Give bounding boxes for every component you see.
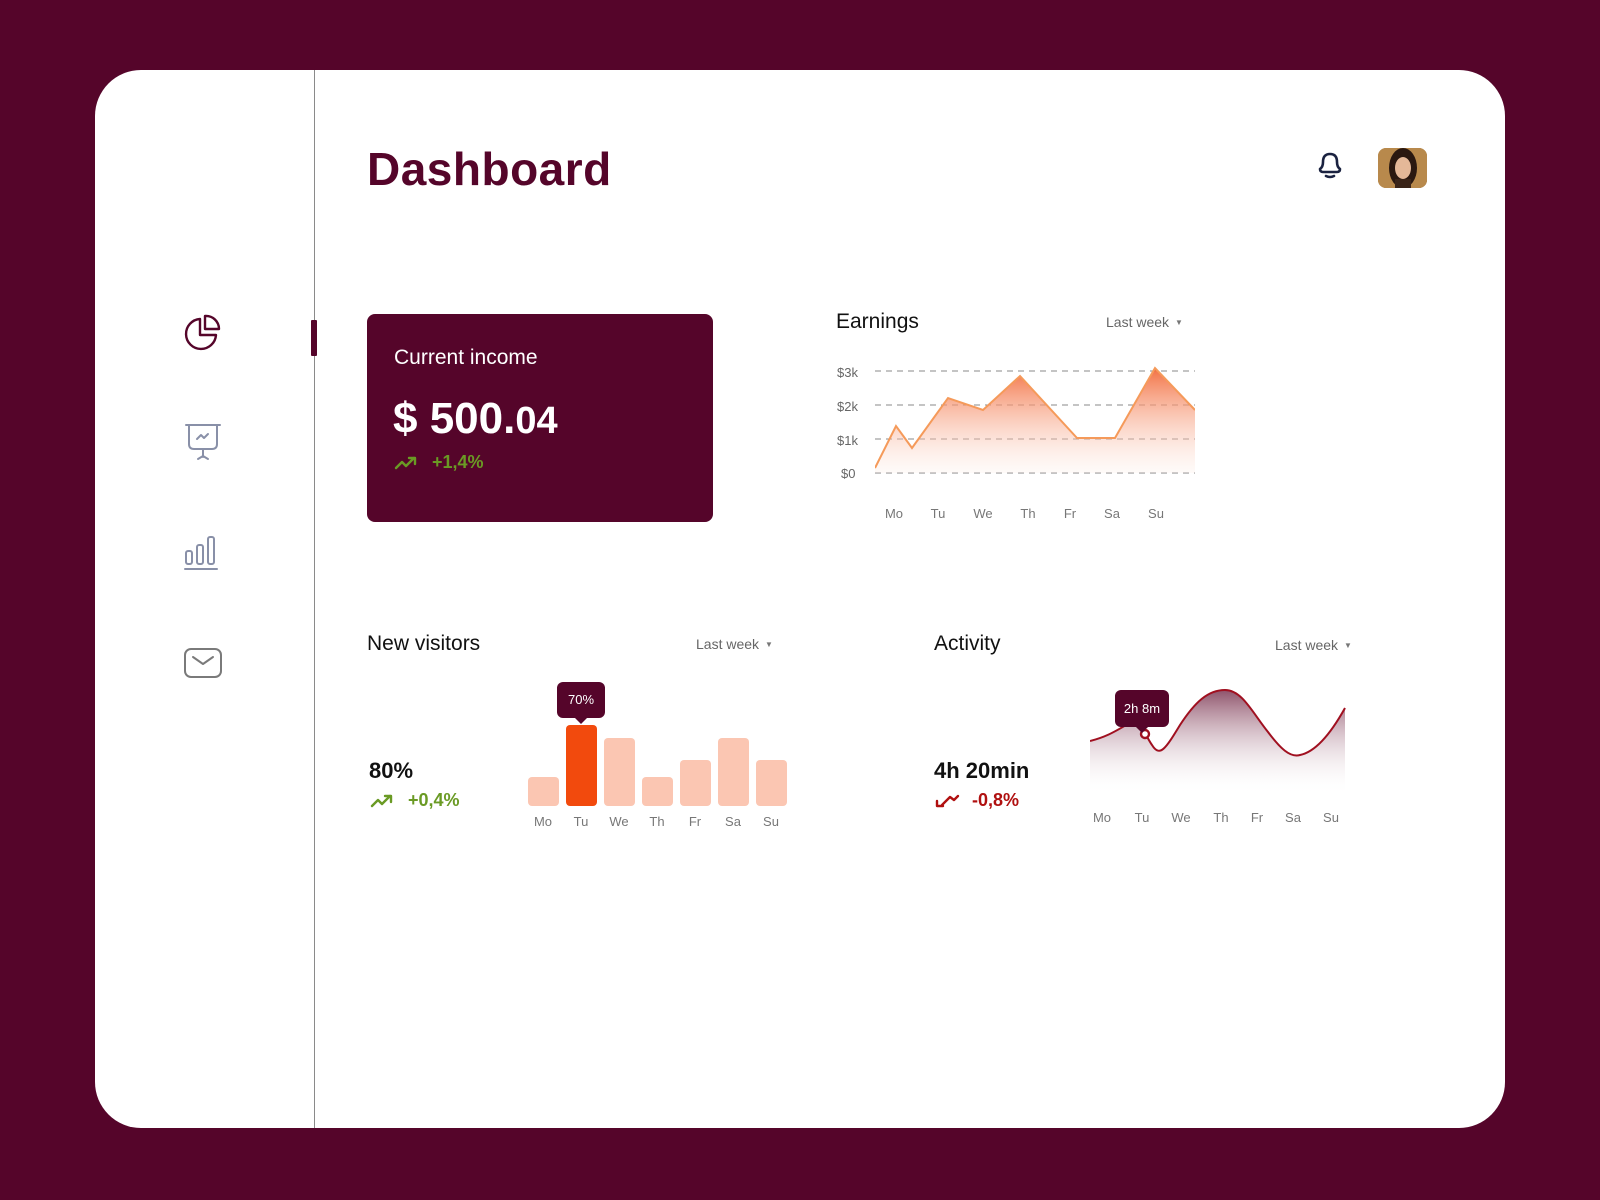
notifications-button[interactable] — [1315, 150, 1345, 182]
x-axis-label: Sa — [1104, 506, 1120, 521]
x-axis-label: Tu — [930, 506, 946, 521]
visitors-period-dropdown[interactable]: Last week ▼ — [696, 636, 773, 652]
sidebar-item-overview[interactable] — [183, 312, 223, 352]
activity-period-dropdown[interactable]: Last week ▼ — [1275, 637, 1352, 653]
activity-value: 4h 20min — [934, 758, 1030, 783]
avatar-image — [1378, 148, 1427, 188]
visitors-trend: +0,4% — [370, 790, 460, 811]
presentation-board-icon — [185, 424, 221, 460]
user-avatar[interactable] — [1378, 148, 1427, 188]
earnings-chart — [875, 366, 1195, 474]
sidebar-item-presentation[interactable] — [183, 422, 223, 462]
page-title: Dashboard — [367, 143, 612, 195]
caret-down-icon: ▼ — [1344, 640, 1352, 650]
visitors-value: 80% — [369, 758, 414, 783]
x-axis-label: Su — [1148, 506, 1164, 521]
y-axis-label: $2k — [837, 399, 858, 414]
activity-title: Activity — [934, 632, 1001, 655]
bar-fr[interactable] — [680, 760, 711, 806]
x-axis-label: Mo — [1092, 810, 1112, 825]
x-axis-label: We — [973, 506, 993, 521]
bar-su[interactable] — [756, 760, 787, 806]
income-value: $ 500.04 — [393, 394, 558, 443]
bar-chart-icon — [184, 536, 218, 570]
bar-mo[interactable] — [528, 777, 559, 806]
x-axis-label: Fr — [1250, 810, 1264, 825]
activity-trend-value: -0,8% — [972, 790, 1020, 810]
caret-down-icon: ▼ — [1175, 317, 1183, 327]
caret-down-icon: ▼ — [765, 639, 773, 649]
earnings-title: Earnings — [836, 310, 919, 333]
mail-icon — [184, 648, 222, 678]
x-axis-label: Tu — [573, 814, 589, 829]
income-trend-value: +1,4% — [432, 452, 484, 472]
x-axis-label: Fr — [688, 814, 702, 829]
x-axis-label: We — [1171, 810, 1191, 825]
x-axis-label: Mo — [533, 814, 553, 829]
dropdown-label: Last week — [1106, 314, 1170, 330]
x-axis-label: Mo — [884, 506, 904, 521]
x-axis-label: Th — [1020, 506, 1036, 521]
visitors-title: New visitors — [367, 632, 481, 655]
bar-sa[interactable] — [718, 738, 749, 806]
y-axis-label: $0 — [841, 466, 856, 481]
x-axis-label: Th — [649, 814, 665, 829]
sidebar-item-messages[interactable] — [183, 643, 223, 683]
active-nav-indicator — [311, 320, 317, 356]
activity-trend: -0,8% — [934, 790, 1019, 811]
y-axis-label: $1k — [837, 433, 858, 448]
bar-we[interactable] — [604, 738, 635, 806]
dashboard-window: Dashboard Current income $ 500.04 +1,4% … — [95, 70, 1505, 1128]
bell-icon — [1318, 152, 1342, 179]
x-axis-label: Sa — [1285, 810, 1301, 825]
x-axis-label: Tu — [1134, 810, 1150, 825]
x-axis-label: We — [609, 814, 629, 829]
sidebar-divider — [314, 70, 315, 1128]
x-axis-label: Su — [763, 814, 779, 829]
dropdown-label: Last week — [1275, 637, 1339, 653]
x-axis-label: Sa — [725, 814, 741, 829]
y-axis-label: $3k — [837, 365, 858, 380]
sidebar-item-statistics[interactable] — [183, 532, 223, 572]
income-trend: +1,4% — [394, 452, 484, 473]
visitors-trend-value: +0,4% — [408, 790, 460, 810]
pie-chart-icon — [184, 314, 221, 351]
bar-tu[interactable] — [566, 725, 597, 806]
current-income-card: Current income $ 500.04 +1,4% — [367, 314, 713, 522]
x-axis-label: Su — [1323, 810, 1339, 825]
trend-up-icon — [394, 456, 417, 469]
visitors-tooltip: 70% — [557, 682, 605, 724]
trend-up-icon — [370, 794, 393, 807]
dropdown-label: Last week — [696, 636, 760, 652]
earnings-period-dropdown[interactable]: Last week ▼ — [1106, 314, 1183, 330]
bar-th[interactable] — [642, 777, 673, 806]
x-axis-label: Fr — [1063, 506, 1077, 521]
activity-tooltip: 2h 8m — [1115, 690, 1169, 733]
income-label: Current income — [394, 346, 538, 369]
x-axis-label: Th — [1213, 810, 1229, 825]
trend-down-icon — [935, 794, 960, 807]
